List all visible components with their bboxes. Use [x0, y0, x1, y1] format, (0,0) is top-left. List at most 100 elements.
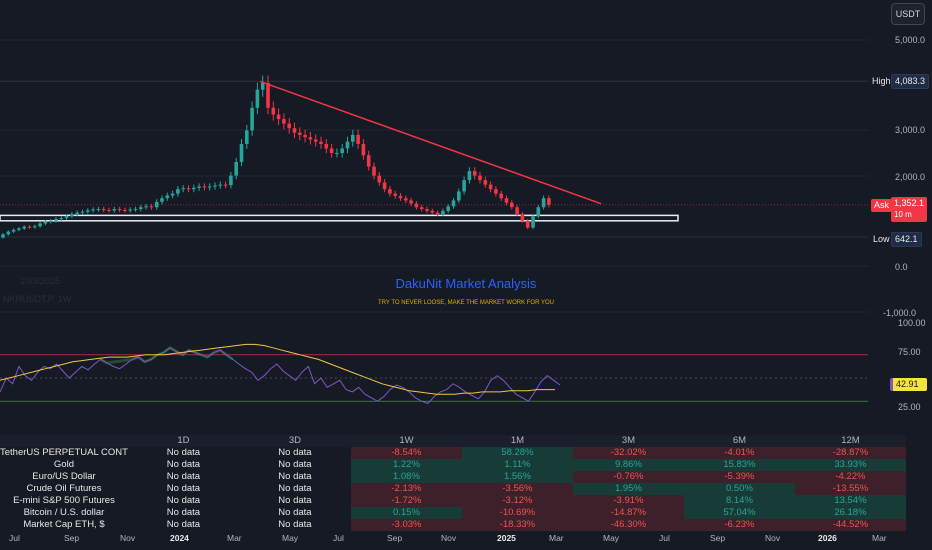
- candle-body: [308, 137, 313, 140]
- candle-body: [324, 143, 329, 149]
- candle-body: [43, 221, 48, 224]
- table-row: Crude Oil Futures No data No data -2.13% -3.…: [0, 483, 906, 495]
- candle-body: [197, 186, 201, 188]
- table-header: 1D: [127, 435, 239, 447]
- candle-body: [525, 220, 530, 228]
- table-header: [0, 435, 128, 447]
- candle-body: [192, 187, 196, 190]
- performance-cell: No data: [127, 507, 239, 519]
- performance-cell: 13.54%: [794, 495, 906, 507]
- candle-body: [250, 107, 254, 131]
- candle-body: [229, 175, 233, 186]
- candle-body: [260, 82, 265, 90]
- candle-body: [446, 206, 450, 211]
- candle-body: [398, 195, 403, 199]
- candle-body: [388, 189, 392, 194]
- performance-cell: 0.50%: [683, 483, 795, 495]
- candle-body: [366, 155, 371, 167]
- candle-body: [520, 214, 525, 221]
- candle-body: [531, 216, 535, 228]
- candle-body: [223, 184, 228, 186]
- performance-cell: -32.02%: [572, 447, 684, 459]
- performance-cell: -3.12%: [461, 495, 573, 507]
- high-label: High: [872, 76, 891, 86]
- candlestick-series: [1, 75, 551, 239]
- candle-body: [361, 143, 366, 156]
- low-value-tag: 642.1: [891, 232, 922, 247]
- candle-body: [488, 184, 493, 190]
- time-axis-label: Nov: [765, 533, 781, 543]
- candle-body: [335, 153, 339, 154]
- watermark-symbol: NKRUSDT.P, 1W: [3, 294, 72, 304]
- high-value-tag: 4,083.3: [891, 74, 930, 89]
- performance-cell: -3.03%: [350, 519, 462, 531]
- performance-cell: No data: [127, 471, 239, 483]
- candle-body: [181, 188, 185, 190]
- table-row: Market Cap ETH, $ No data No data -3.03% -18…: [0, 519, 906, 531]
- time-axis-label: Jul: [333, 533, 344, 543]
- candle-body: [430, 210, 435, 213]
- candle-body: [356, 134, 360, 144]
- candle-body: [160, 198, 164, 202]
- candle-body: [117, 209, 122, 211]
- performance-cell: No data: [127, 495, 239, 507]
- candle-body: [101, 209, 106, 211]
- candle-body: [123, 209, 127, 211]
- candle-body: [70, 214, 74, 217]
- performance-table: 1D 3D 1W 1M 3M 6M 12M TetherUS PERPETUAL…: [0, 435, 906, 531]
- candle-body: [372, 166, 376, 176]
- candle-body: [292, 128, 297, 133]
- performance-cell: No data: [238, 483, 351, 495]
- performance-cell: 0.15%: [350, 507, 462, 519]
- candle-body: [462, 180, 466, 192]
- performance-cell: No data: [127, 483, 239, 495]
- ask-label: Ask: [871, 199, 893, 212]
- performance-cell: -3.91%: [572, 495, 684, 507]
- performance-cell: -10.69%: [461, 507, 573, 519]
- ask-price-tag: 1,352.1 10 m: [891, 197, 928, 222]
- candle-body: [11, 229, 16, 232]
- candle-body: [478, 175, 482, 181]
- candle-body: [425, 209, 429, 211]
- candle-body: [536, 207, 541, 217]
- symbol-name-cell: Gold: [53, 459, 74, 470]
- time-axis-label: Mar: [227, 533, 242, 543]
- candle-body: [515, 207, 519, 215]
- candle-body: [271, 107, 276, 115]
- time-axis-label: Jul: [9, 533, 20, 543]
- performance-cell: -28.87%: [794, 447, 906, 459]
- watermark-subtitle: TRY TO NEVER LOOSE, MAKE THE MARKET WORK…: [378, 300, 554, 306]
- table-header: 3M: [572, 435, 684, 447]
- candle-body: [351, 134, 355, 142]
- candle-body: [17, 228, 21, 230]
- performance-cell: -4.22%: [794, 471, 906, 483]
- currency-button[interactable]: USDT: [891, 3, 925, 25]
- candle-body: [510, 202, 514, 208]
- candle-body: [207, 186, 212, 188]
- candle-body: [1, 234, 5, 238]
- candle-body: [547, 198, 551, 205]
- performance-cell: No data: [127, 447, 239, 459]
- candle-body: [170, 193, 175, 196]
- candle-body: [276, 114, 281, 120]
- time-axis-label: Jul: [659, 533, 670, 543]
- performance-cell: -4.01%: [683, 447, 795, 459]
- candle-body: [149, 206, 154, 208]
- time-axis-label: Sep: [710, 533, 726, 543]
- candle-body: [112, 209, 117, 211]
- candle-body: [457, 191, 461, 201]
- table-row: Bitcoin / U.S. dollar No data No data 0.15%…: [0, 507, 906, 519]
- ask-countdown: 10 m: [894, 210, 912, 219]
- candle-body: [451, 200, 456, 207]
- watermark-date: 10/3/2025: [20, 276, 61, 286]
- candle-body: [144, 206, 148, 208]
- candle-body: [504, 198, 509, 203]
- performance-cell: -0.76%: [572, 471, 684, 483]
- time-axis-label: Sep: [64, 533, 80, 543]
- performance-cell: 1.95%: [572, 483, 684, 495]
- symbol-name-cell: Euro/US Dollar: [32, 471, 96, 482]
- table-row: Gold No data No data 1.22% 1.11% 9.86% 15.83% 3…: [0, 459, 906, 471]
- table-row: E-mini S&P 500 Futures No data No data -1.7…: [0, 495, 906, 507]
- candle-body: [27, 226, 32, 228]
